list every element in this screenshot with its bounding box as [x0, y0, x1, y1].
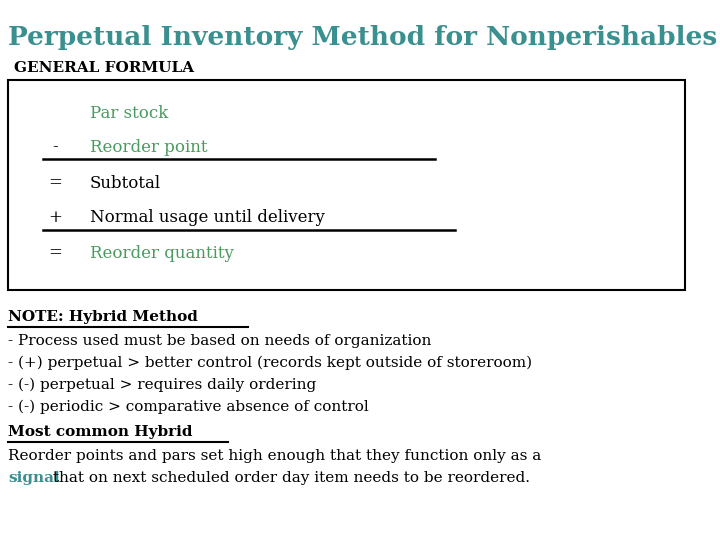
Text: - Process used must be based on needs of organization: - Process used must be based on needs of… — [8, 334, 431, 348]
Text: NOTE: Hybrid Method: NOTE: Hybrid Method — [8, 310, 198, 324]
Text: Reorder point: Reorder point — [90, 138, 207, 156]
Text: Par stock: Par stock — [90, 105, 168, 122]
Text: Reorder quantity: Reorder quantity — [90, 245, 234, 261]
Text: signal: signal — [8, 471, 60, 485]
Text: =: = — [48, 174, 62, 192]
Text: +: + — [48, 210, 62, 226]
FancyBboxPatch shape — [8, 80, 685, 290]
Text: that on next scheduled order day item needs to be reordered.: that on next scheduled order day item ne… — [48, 471, 530, 485]
Text: - (-) periodic > comparative absence of control: - (-) periodic > comparative absence of … — [8, 400, 369, 414]
Text: Perpetual Inventory Method for Nonperishables: Perpetual Inventory Method for Nonperish… — [8, 25, 717, 51]
Text: GENERAL FORMULA: GENERAL FORMULA — [14, 61, 194, 75]
Text: - (+) perpetual > better control (records kept outside of storeroom): - (+) perpetual > better control (record… — [8, 356, 532, 370]
Text: -: - — [52, 138, 58, 156]
Text: Most common Hybrid: Most common Hybrid — [8, 425, 192, 439]
Text: - (-) perpetual > requires daily ordering: - (-) perpetual > requires daily orderin… — [8, 378, 316, 393]
Text: Normal usage until delivery: Normal usage until delivery — [90, 210, 325, 226]
Text: Subtotal: Subtotal — [90, 174, 161, 192]
Text: =: = — [48, 245, 62, 261]
Text: Reorder points and pars set high enough that they function only as a: Reorder points and pars set high enough … — [8, 449, 541, 463]
